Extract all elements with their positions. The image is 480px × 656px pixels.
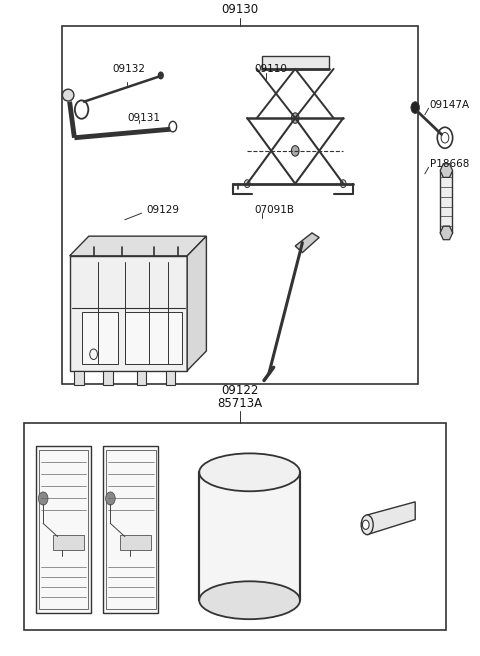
Bar [166,371,175,385]
Circle shape [158,72,163,79]
Bar [120,535,151,550]
Text: 09147A: 09147A [430,100,470,110]
Bar [103,446,158,613]
Circle shape [244,180,250,188]
Circle shape [340,180,346,188]
Bar [82,312,118,364]
Bar [199,472,300,600]
Ellipse shape [62,89,74,101]
Ellipse shape [361,515,373,535]
Polygon shape [187,236,206,371]
Circle shape [38,492,48,505]
Bar [106,450,156,609]
Bar [36,446,91,613]
Bar [262,56,329,69]
Text: 09110: 09110 [254,64,287,74]
Polygon shape [295,233,319,253]
Polygon shape [440,226,453,239]
Ellipse shape [199,581,300,619]
Circle shape [291,146,299,156]
Polygon shape [367,502,415,535]
Text: 85713A: 85713A [217,397,263,410]
Text: 09130: 09130 [221,3,259,16]
Text: 09131: 09131 [127,113,160,123]
Bar [103,371,113,385]
Bar [441,171,452,233]
Bar [39,450,88,609]
Polygon shape [70,236,206,256]
Bar [137,371,146,385]
Bar [53,535,84,550]
Circle shape [169,121,177,132]
Circle shape [411,102,420,113]
Bar [74,371,84,385]
Text: 09122: 09122 [221,384,259,397]
Bar [125,312,182,364]
Polygon shape [440,164,453,177]
Bar [62,26,418,384]
Text: P18668: P18668 [430,159,469,169]
Text: 09129: 09129 [146,205,180,215]
Circle shape [106,492,115,505]
Text: 07091B: 07091B [254,205,294,215]
Polygon shape [70,256,187,371]
Circle shape [291,113,299,123]
Bar [24,423,446,630]
Circle shape [362,520,369,529]
Ellipse shape [199,453,300,491]
Text: 09132: 09132 [113,64,146,74]
